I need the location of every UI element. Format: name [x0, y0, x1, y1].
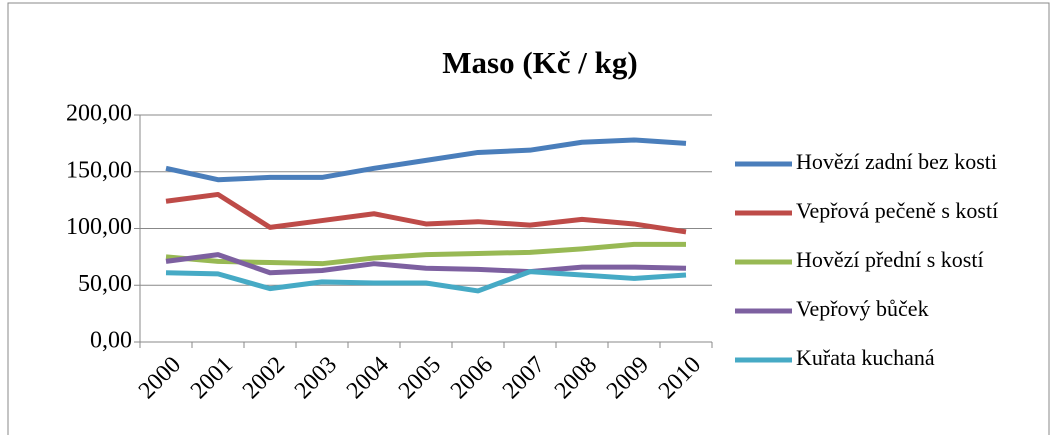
legend-label: Vepřový bůček	[796, 296, 929, 321]
y-tick-label: 150,00	[66, 157, 132, 183]
series-line	[165, 191, 687, 235]
series-line	[165, 269, 687, 294]
legend-label: Hovězí přední s kostí	[796, 247, 984, 272]
y-tick-label: 50,00	[78, 271, 132, 297]
legend-label: Kuřata kuchaná	[796, 345, 935, 370]
legend-label: Hovězí zadní bez kosti	[796, 149, 997, 174]
series-line	[165, 137, 687, 183]
chart-title: Maso (Kč / kg)	[442, 45, 637, 80]
legend-label: Vepřová pečeně s kostí	[796, 198, 998, 223]
chart-border	[7, 2, 1050, 435]
y-tick-label: 0,00	[90, 328, 132, 354]
y-tick-label: 200,00	[66, 101, 132, 127]
series-line	[165, 241, 686, 267]
series-line	[165, 252, 687, 276]
y-tick-label: 100,00	[66, 214, 132, 240]
